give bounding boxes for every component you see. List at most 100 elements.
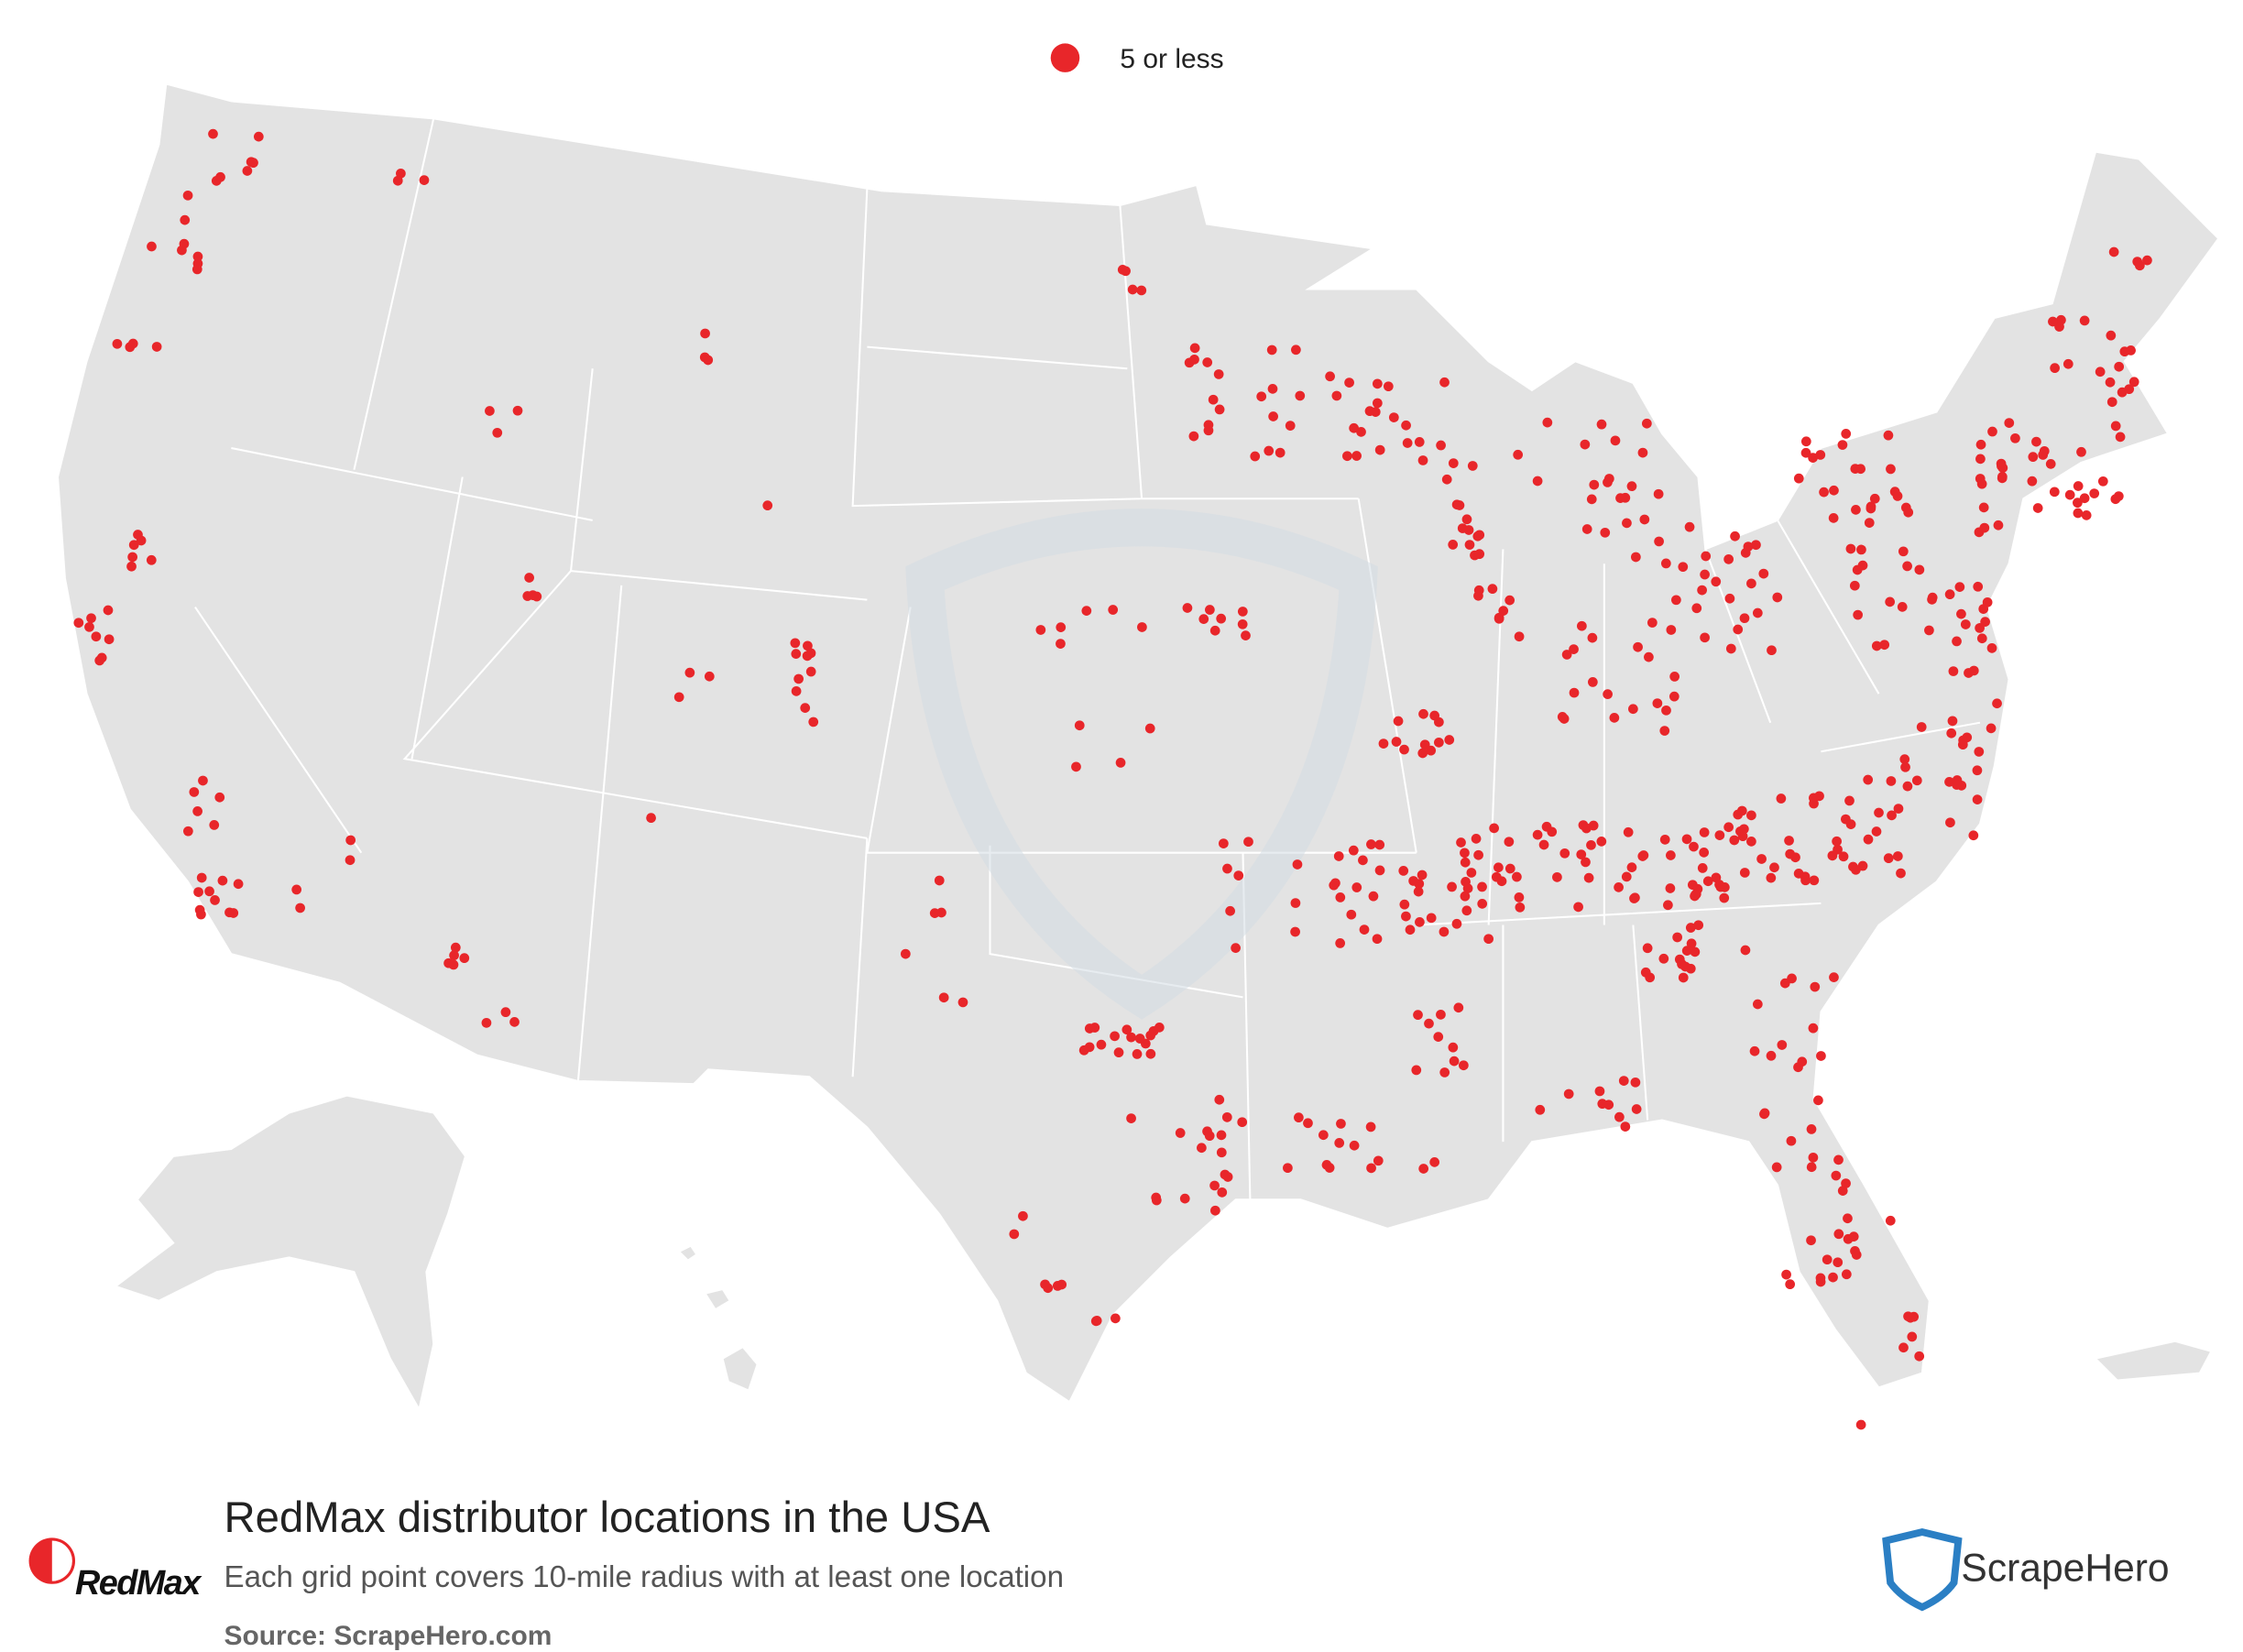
location-dot [1463, 525, 1474, 535]
location-dot [1699, 827, 1710, 837]
location-dot [1154, 1023, 1165, 1033]
location-dot [1781, 1269, 1791, 1280]
location-dot [1837, 440, 1848, 450]
location-dot [1461, 514, 1472, 525]
location-dot [1035, 625, 1046, 635]
location-dot [1832, 836, 1842, 847]
location-dot [1914, 1351, 1925, 1362]
location-dot [136, 535, 147, 546]
location-dot [1451, 499, 1462, 510]
location-dot [1111, 1313, 1121, 1324]
location-dot [1808, 453, 1818, 463]
location-dot [1864, 518, 1875, 528]
location-dot [2106, 330, 2117, 341]
location-dot [524, 573, 534, 583]
location-dot [1736, 805, 1747, 816]
location-dot [1618, 1076, 1629, 1086]
location-dot [2089, 488, 2100, 498]
location-dot [1684, 521, 1695, 532]
location-dot [1464, 540, 1475, 550]
location-dot [1250, 451, 1261, 462]
location-dot [1652, 698, 1663, 708]
location-dot [1216, 1130, 1227, 1141]
location-dot [1669, 672, 1680, 682]
location-dot [1333, 851, 1344, 861]
location-dot [1189, 354, 1199, 365]
location-dot [1405, 924, 1416, 935]
location-dot [1462, 883, 1473, 894]
location-dot [1674, 954, 1685, 965]
location-dot [193, 887, 203, 897]
location-dot [1303, 1118, 1313, 1129]
location-dot [2135, 260, 2145, 271]
basemap [57, 82, 2220, 1412]
location-dot [1633, 641, 1643, 652]
location-dot [1538, 839, 1549, 850]
location-dot [1855, 1419, 1866, 1430]
location-dot [1874, 807, 1884, 818]
location-dot [1243, 837, 1253, 848]
location-dot [1256, 391, 1267, 402]
location-dot [1378, 738, 1389, 749]
location-dot [1408, 876, 1418, 886]
location-dot [1349, 1140, 1360, 1151]
location-dot [1849, 580, 1860, 591]
location-dot [1383, 381, 1394, 392]
location-dot [700, 328, 710, 339]
location-dot [126, 561, 137, 572]
location-dot [509, 1017, 520, 1027]
location-dot [1729, 835, 1740, 846]
location-dot [1444, 735, 1455, 745]
location-dot [1580, 439, 1591, 450]
location-dot [2113, 491, 2124, 501]
location-dot [1697, 585, 1707, 596]
location-dot [1366, 839, 1376, 849]
location-dot [1841, 1269, 1852, 1280]
location-dot [1372, 398, 1383, 409]
location-dot [1563, 1089, 1574, 1100]
location-dot [1947, 716, 1958, 727]
location-dot [1724, 593, 1735, 604]
location-dot [1887, 810, 1897, 821]
location-dot [1535, 1104, 1546, 1115]
location-dot [1992, 698, 2002, 709]
location-dot [2073, 481, 2084, 491]
location-dot [1441, 474, 1452, 485]
location-dot [1110, 1031, 1120, 1042]
location-dot [1374, 839, 1385, 850]
location-dot [1841, 1178, 1851, 1188]
location-dot [1980, 617, 1990, 627]
location-dot [1342, 451, 1352, 462]
location-dot [1115, 758, 1126, 768]
location-dot [459, 953, 470, 964]
location-dot [1448, 540, 1459, 550]
location-dot [1620, 492, 1631, 503]
location-dot [1828, 1272, 1838, 1283]
location-dot [1793, 473, 1804, 484]
brand-logo: RedMax [28, 1537, 204, 1603]
location-dot [1418, 708, 1428, 719]
location-dot [2064, 489, 2075, 500]
location-dot [1751, 540, 1761, 551]
location-dot [1628, 704, 1638, 715]
location-dot [1359, 924, 1370, 935]
location-dot [1424, 1018, 1434, 1029]
location-dot [1680, 961, 1690, 972]
location-dot [2124, 384, 2135, 395]
watermark [905, 509, 1378, 1020]
location-dot [1845, 543, 1856, 554]
location-dot [1136, 285, 1147, 296]
location-dot [900, 948, 911, 959]
location-dot [1426, 913, 1437, 924]
location-dot [1733, 624, 1744, 635]
location-dot [1285, 421, 1296, 431]
location-dot [1691, 603, 1702, 614]
location-dot [2079, 315, 2090, 326]
location-dot [1962, 732, 1973, 743]
location-dot [791, 649, 802, 660]
location-dot [1630, 1077, 1641, 1088]
location-dot [1829, 972, 1839, 983]
location-dot [1056, 622, 1067, 632]
location-dot [1654, 536, 1664, 547]
location-dot [1603, 689, 1613, 700]
